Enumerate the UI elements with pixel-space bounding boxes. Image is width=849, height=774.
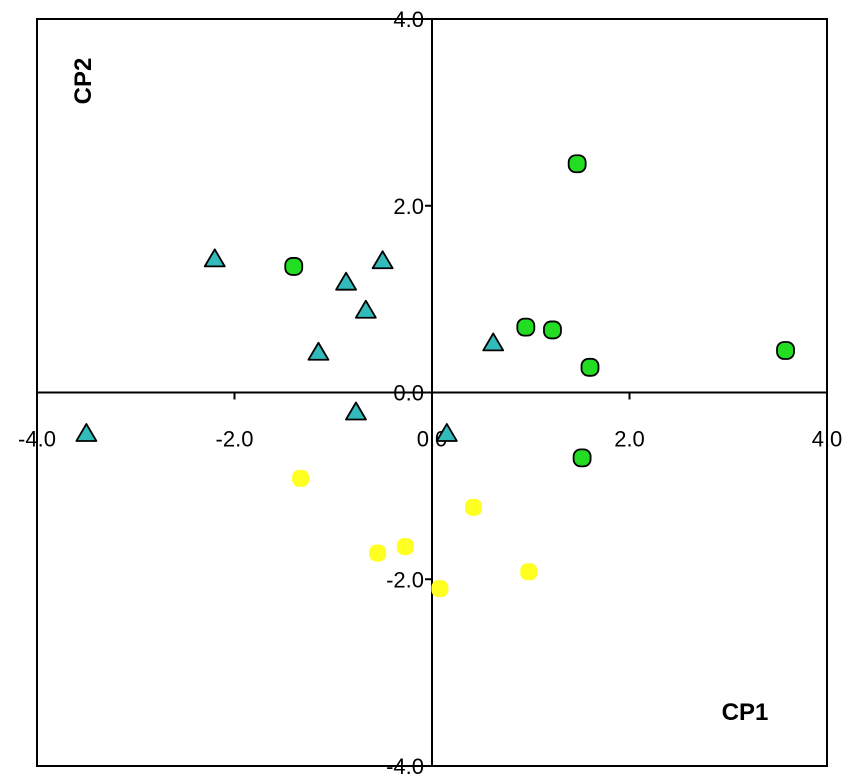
circle-point (567, 154, 587, 174)
triangle-point (307, 341, 330, 361)
circle-point (284, 257, 304, 276)
circle-point (369, 544, 387, 562)
triangle-point (371, 250, 394, 270)
circle-point (431, 580, 449, 598)
y-tick-label: 2.0 (393, 194, 424, 219)
y-tick-label: -2.0 (386, 567, 424, 592)
circle-point (572, 448, 592, 468)
x-axis-title: CP1 (722, 699, 769, 726)
x-tick-label: -4.0 (18, 427, 56, 452)
circle-point (776, 341, 795, 360)
circle-point (292, 469, 310, 487)
circle-point (580, 357, 600, 377)
triangle-point (345, 401, 367, 421)
triangle-point (482, 332, 505, 352)
x-tick-label: 2.0 (614, 427, 645, 452)
x-tick-label: -2.0 (216, 427, 254, 452)
tick-labels: -4.0 -2.0 0.0 2.0 4.0-4.0-2.00.02.04.0 (18, 7, 842, 774)
data-points (75, 154, 795, 598)
y-tick-label: -4.0 (386, 754, 424, 774)
circle-point (396, 538, 414, 556)
tick-marks (36, 18, 828, 767)
triangle-point (335, 271, 357, 291)
x-tick-label: 4.0 (812, 427, 843, 452)
circle-point (543, 320, 562, 340)
triangle-point (203, 248, 226, 268)
triangle-point (435, 423, 458, 442)
circle-point (520, 563, 538, 581)
y-axis-title: CP2 (70, 58, 97, 105)
y-tick-label: 0.0 (393, 381, 424, 406)
circle-point (516, 317, 536, 337)
y-tick-label: 4.0 (393, 7, 424, 32)
circle-point (464, 498, 482, 516)
triangle-point (354, 299, 377, 319)
triangle-point (75, 423, 98, 442)
